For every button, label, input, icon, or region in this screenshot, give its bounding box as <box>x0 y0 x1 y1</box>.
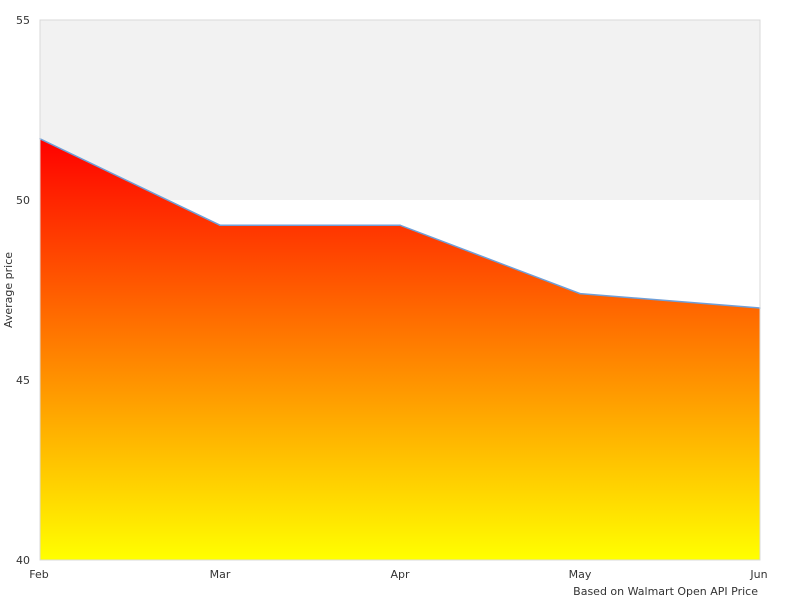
x-tick-label: Jun <box>749 568 767 581</box>
plot-band <box>40 20 760 200</box>
plot-area <box>39 19 761 561</box>
y-tick-label: 50 <box>16 194 30 207</box>
data-point-mar <box>219 224 221 226</box>
x-tick-label: Feb <box>29 568 48 581</box>
plot-frame <box>39 19 761 561</box>
x-axis-ticks: Feb Mar Apr May Jun <box>29 568 767 581</box>
y-tick-label: 45 <box>16 374 30 387</box>
x-tick-label: Apr <box>390 568 410 581</box>
y-axis-ticks: 40 45 50 55 <box>16 14 30 567</box>
y-tick-label: 55 <box>16 14 30 27</box>
data-point-may <box>579 292 581 295</box>
series-area <box>40 138 760 561</box>
y-axis-title: Average price <box>2 252 15 328</box>
data-point-apr <box>399 224 401 226</box>
y-tick-label: 40 <box>16 554 30 567</box>
x-tick-label: Mar <box>210 568 231 581</box>
x-tick-label: May <box>569 568 592 581</box>
source-note: Based on Walmart Open API Price <box>573 585 758 598</box>
